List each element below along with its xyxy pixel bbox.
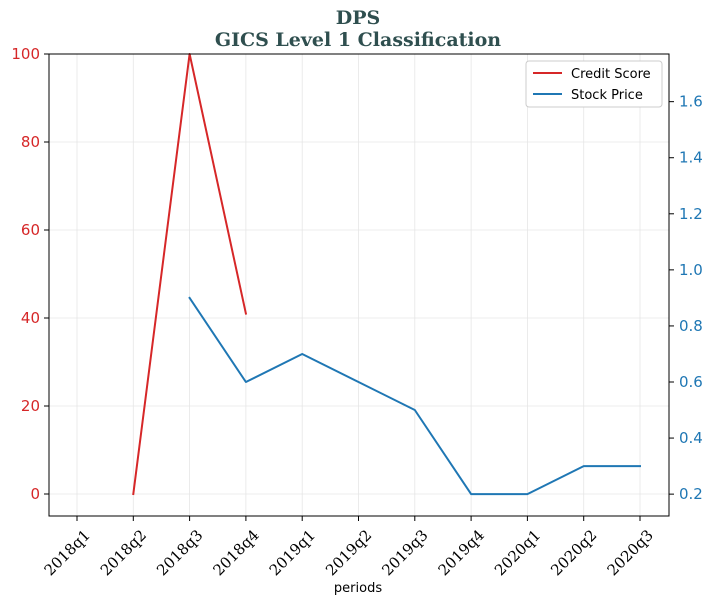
x-tick-label: 2018q3	[153, 526, 206, 579]
left-axis: 0 20 40 60 80 100	[11, 45, 49, 503]
right-tick-label: 1.4	[679, 149, 703, 167]
x-tick-label: 2020q2	[547, 526, 600, 579]
x-tick-label: 2019q3	[378, 526, 431, 579]
x-tick-label: 2019q4	[435, 526, 488, 579]
right-tick-label: 0.8	[679, 317, 703, 335]
left-tick-label: 100	[11, 45, 40, 63]
x-tick-label: 2018q4	[209, 526, 262, 579]
grid	[49, 53, 669, 516]
chart-subtitle: GICS Level 1 Classification	[215, 29, 501, 51]
x-tick-label: 2019q1	[266, 526, 319, 579]
x-tick-label: 2018q1	[41, 526, 94, 579]
series-layer	[132, 53, 641, 496]
left-tick-label: 60	[21, 221, 40, 239]
x-tick-label: 2020q1	[491, 526, 544, 579]
right-tick-label: 0.6	[679, 373, 703, 391]
chart-title: DPS	[336, 7, 381, 29]
x-tick-label: 2019q2	[322, 526, 375, 579]
legend-label-stock-price: Stock Price	[571, 88, 643, 103]
left-tick-label: 80	[21, 133, 40, 151]
left-tick-label: 0	[30, 485, 40, 503]
right-axis: 0.2 0.4 0.6 0.8 1.0 1.2 1.4 1.6	[669, 93, 703, 503]
x-axis: 2018q1 2018q2 2018q3 2018q4 2019q1 2019q2 2019…	[41, 516, 657, 579]
series-line-stock-price	[188, 296, 641, 496]
right-tick-label: 1.2	[679, 205, 703, 223]
legend-label-credit-score: Credit Score	[571, 67, 651, 82]
x-tick-label: 2018q2	[97, 526, 150, 579]
x-axis-label: periods	[334, 581, 382, 596]
right-tick-label: 1.6	[679, 93, 703, 111]
x-tick-label: 2020q3	[604, 526, 657, 579]
left-tick-label: 20	[21, 397, 40, 415]
legend: Credit Score Stock Price	[525, 60, 663, 108]
right-tick-label: 0.2	[679, 485, 703, 503]
right-tick-label: 0.4	[679, 429, 703, 447]
plot-frame	[48, 53, 670, 517]
right-tick-label: 1.0	[679, 261, 703, 279]
left-tick-label: 40	[21, 309, 40, 327]
